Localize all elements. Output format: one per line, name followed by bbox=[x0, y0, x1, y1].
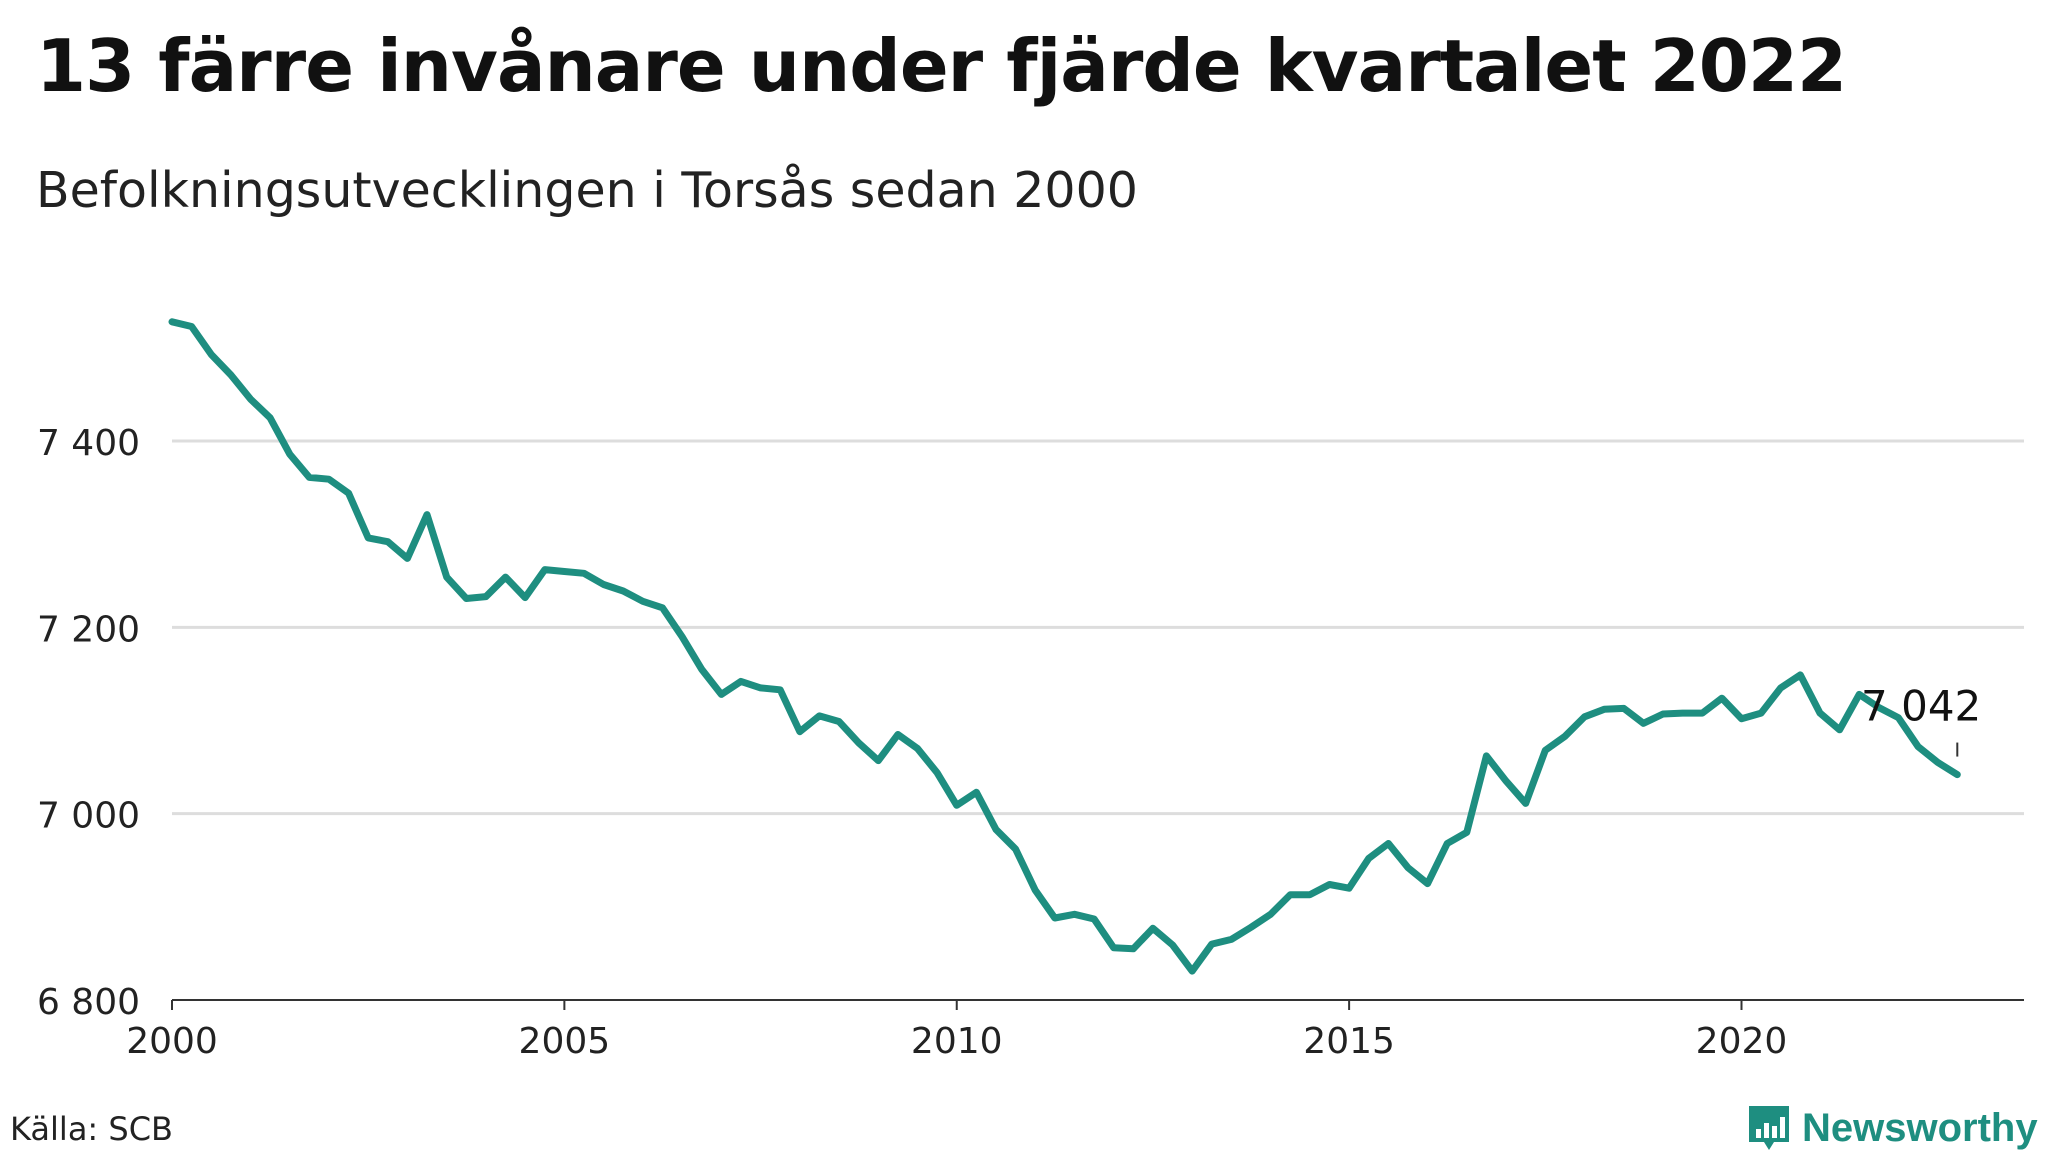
grid-layer bbox=[172, 439, 2024, 1001]
x-tick-label: 2015 bbox=[1303, 1021, 1395, 1062]
series-line bbox=[168, 318, 1961, 975]
y-axis-ticks: 6 800 7 000 7 200 7 400 bbox=[37, 423, 140, 1023]
source-label: Källa: SCB bbox=[10, 1110, 173, 1148]
x-tick-label: 2005 bbox=[519, 1021, 611, 1062]
chart-title: 13 färre invånare under fjärde kvartalet… bbox=[36, 24, 1847, 108]
line-chart: 6 800 7 000 7 200 7 400 2000 2005 2010 2015 202… bbox=[37, 318, 2024, 1062]
end-value-label: 7 042 bbox=[1861, 682, 1981, 731]
x-tick-label: 2010 bbox=[911, 1021, 1003, 1062]
x-tick-label: 2020 bbox=[1696, 1021, 1788, 1062]
y-tick-label: 6 800 bbox=[37, 982, 140, 1023]
y-tick-label: 7 400 bbox=[37, 423, 140, 464]
newsworthy-logo-icon bbox=[1749, 1106, 1789, 1150]
chart-subtitle: Befolkningsutvecklingen i Torsås sedan 2… bbox=[36, 162, 1138, 219]
x-tick-label: 2000 bbox=[126, 1021, 218, 1062]
y-tick-label: 7 200 bbox=[37, 609, 140, 650]
x-axis-ticks: 2000 2005 2010 2015 2020 bbox=[126, 1000, 1787, 1062]
brand-logo: Newsworthy bbox=[1746, 1099, 2038, 1157]
y-tick-label: 7 000 bbox=[37, 796, 140, 837]
brand-name: Newsworthy bbox=[1802, 1105, 2038, 1150]
